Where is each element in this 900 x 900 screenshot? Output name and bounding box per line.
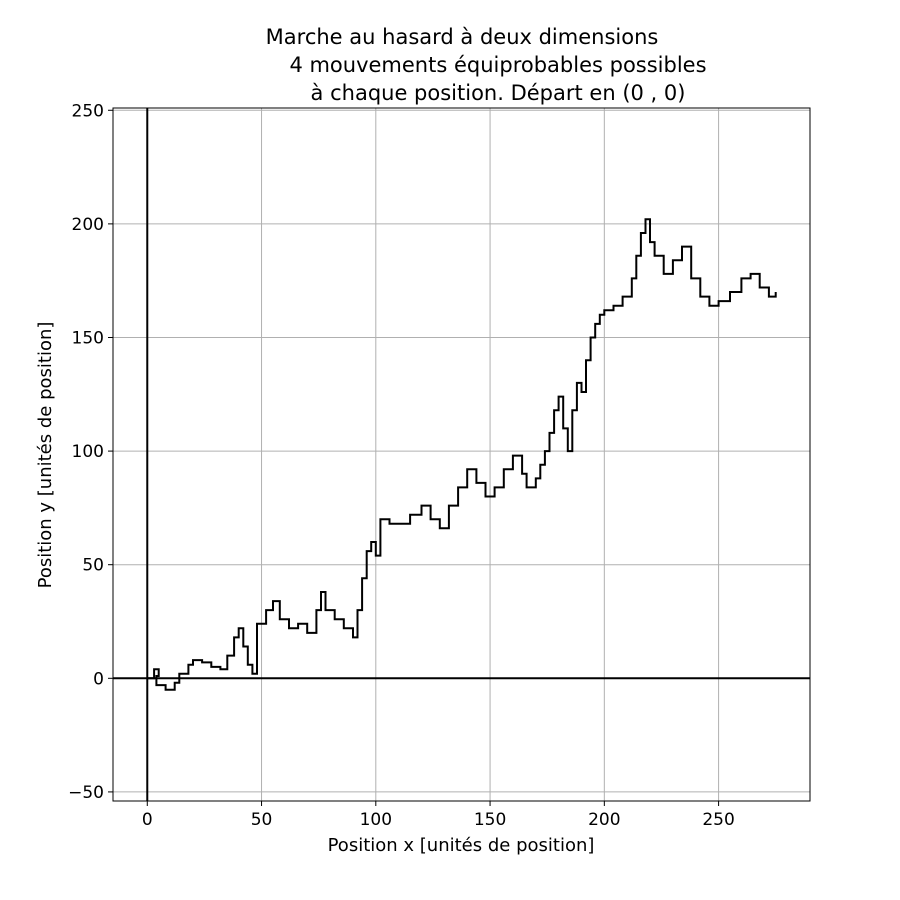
chart-title-line-3: à chaque position. Départ en (0 , 0) <box>311 81 686 105</box>
random-walk-path <box>147 218 777 691</box>
x-tick-label: 200 <box>588 810 620 830</box>
x-tick-label: 250 <box>702 810 734 830</box>
grid <box>113 108 810 801</box>
x-tick-label: 150 <box>474 810 506 830</box>
y-tick-label: 100 <box>72 442 104 462</box>
x-tick-label: 50 <box>251 810 273 830</box>
plot-area <box>147 218 777 691</box>
y-axis-ticks: −50 0 50 100 150 200 250 <box>68 101 113 803</box>
y-tick-label: 200 <box>72 215 104 235</box>
y-tick-label: 0 <box>93 669 104 689</box>
y-tick-label: 150 <box>72 328 104 348</box>
x-tick-label: 100 <box>360 810 392 830</box>
axes-frame <box>112 107 811 802</box>
reference-lines <box>113 108 810 801</box>
x-tick-label: 0 <box>142 810 153 830</box>
y-tick-label: 50 <box>82 556 104 576</box>
x-axis-label: Position x [unités de position] <box>328 835 595 856</box>
x-axis-ticks: 0 50 100 150 200 250 <box>142 801 735 830</box>
y-tick-label: 250 <box>72 101 104 121</box>
y-tick-label: −50 <box>68 783 104 803</box>
y-axis-label: Position y [unités de position] <box>35 322 56 589</box>
chart-title-line-1: Marche au hasard à deux dimensions <box>266 25 659 49</box>
chart-title-line-2: 4 mouvements équiprobables possibles <box>289 53 706 77</box>
